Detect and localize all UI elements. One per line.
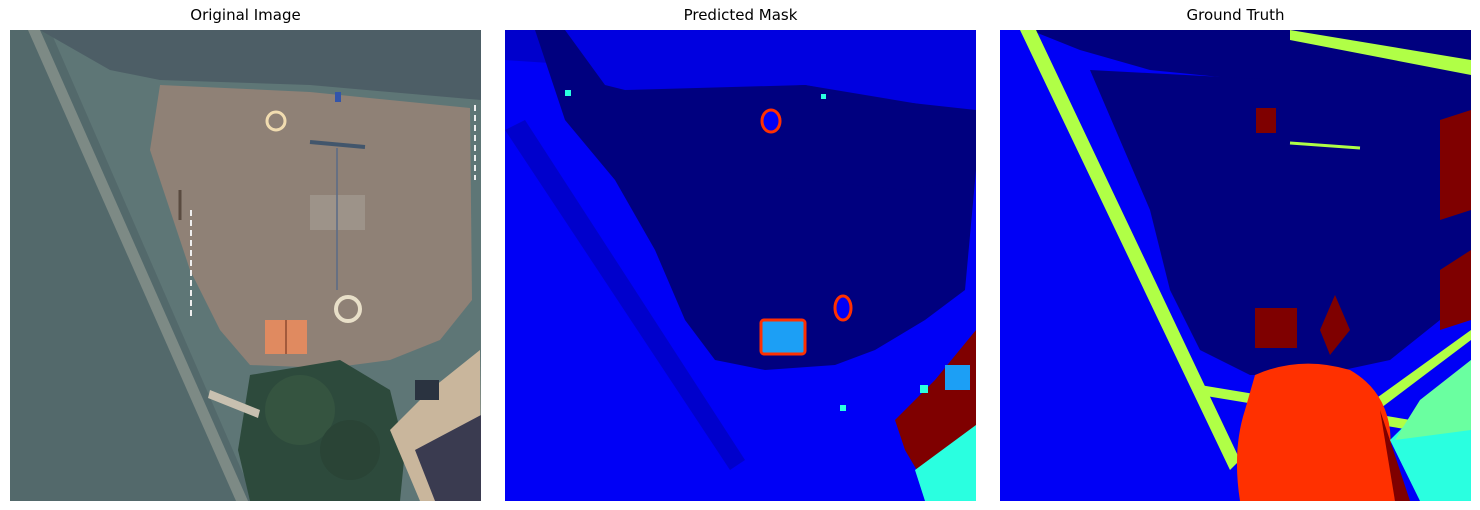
gt-class-navy [1090,70,1471,375]
gt-class-red-orange [1236,363,1395,501]
panel-ground-truth: Ground Truth [1000,0,1471,510]
panel-title-ground-truth: Ground Truth [1186,6,1285,24]
dirt-path [28,30,248,501]
mask-class-sky [759,318,807,356]
panel-title-original: Original Image [190,6,301,24]
mask-class-cyan [915,425,976,501]
gt-class-lime [1020,30,1240,470]
building-roof [415,415,481,501]
predicted-mask-image [505,30,976,501]
panel-predicted-mask: Predicted Mask [505,0,976,510]
panel-original-image: Original Image [10,0,481,510]
gt-class-dark-red [1255,308,1297,348]
original-image [10,30,481,501]
ground-truth-image [1000,30,1471,501]
panel-title-predicted: Predicted Mask [683,6,798,24]
